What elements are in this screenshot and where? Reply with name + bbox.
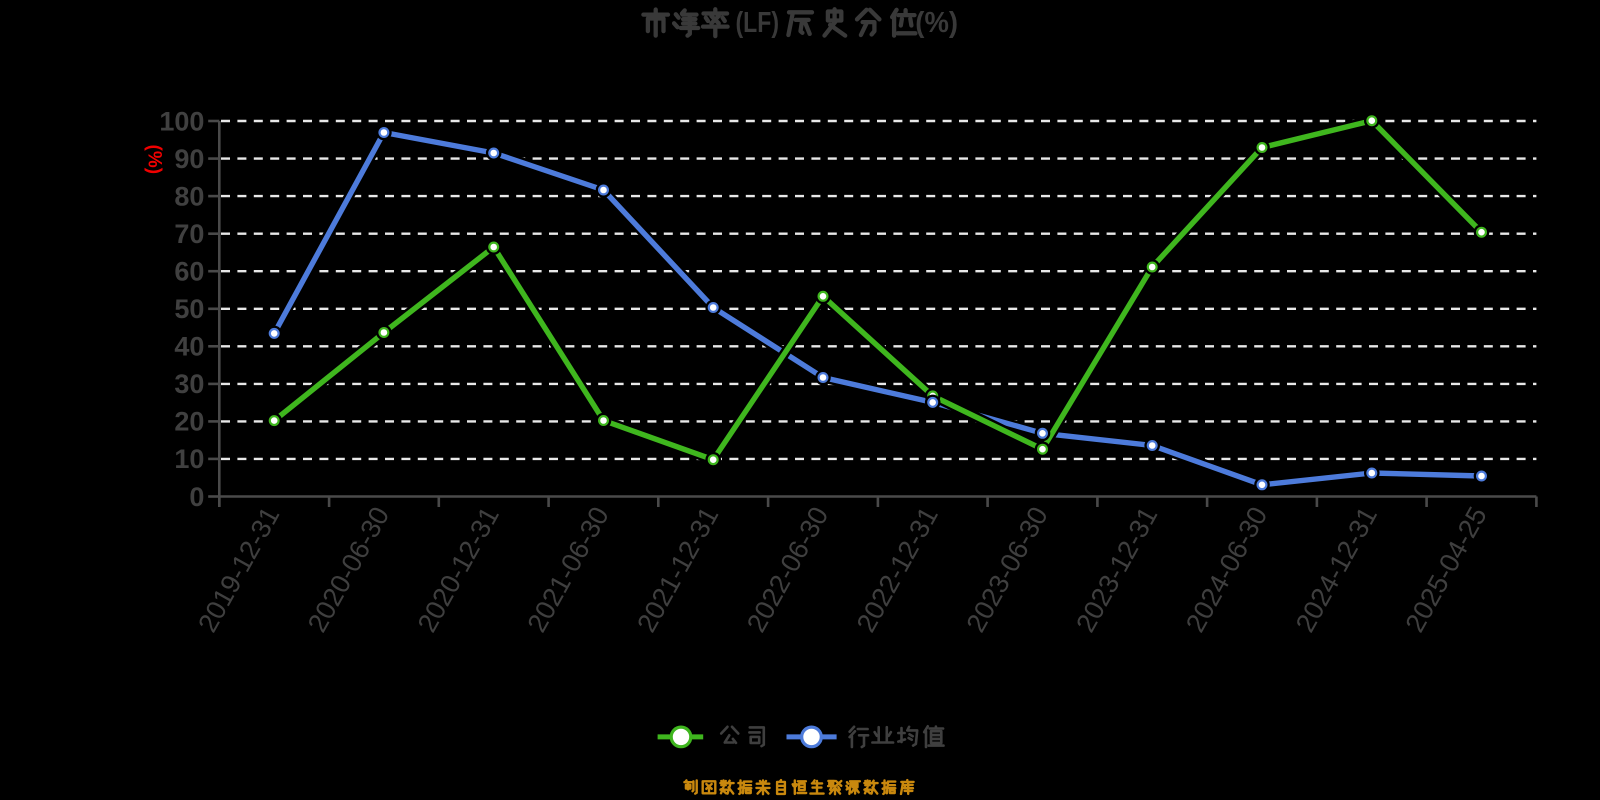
svg-text:90: 90 bbox=[174, 144, 204, 174]
svg-text:(%): (%) bbox=[915, 7, 958, 39]
svg-text:70: 70 bbox=[174, 219, 204, 249]
svg-text:50: 50 bbox=[174, 294, 204, 324]
svg-text:10: 10 bbox=[174, 444, 204, 474]
svg-text:60: 60 bbox=[174, 257, 204, 287]
svg-text:80: 80 bbox=[174, 181, 204, 211]
svg-text:(%): (%) bbox=[144, 145, 165, 175]
svg-text:(LF): (LF) bbox=[736, 7, 780, 39]
svg-text:20: 20 bbox=[174, 407, 204, 437]
svg-text:30: 30 bbox=[174, 369, 204, 399]
svg-text:0: 0 bbox=[189, 482, 204, 512]
svg-text:100: 100 bbox=[159, 106, 204, 136]
svg-text:40: 40 bbox=[174, 332, 204, 362]
